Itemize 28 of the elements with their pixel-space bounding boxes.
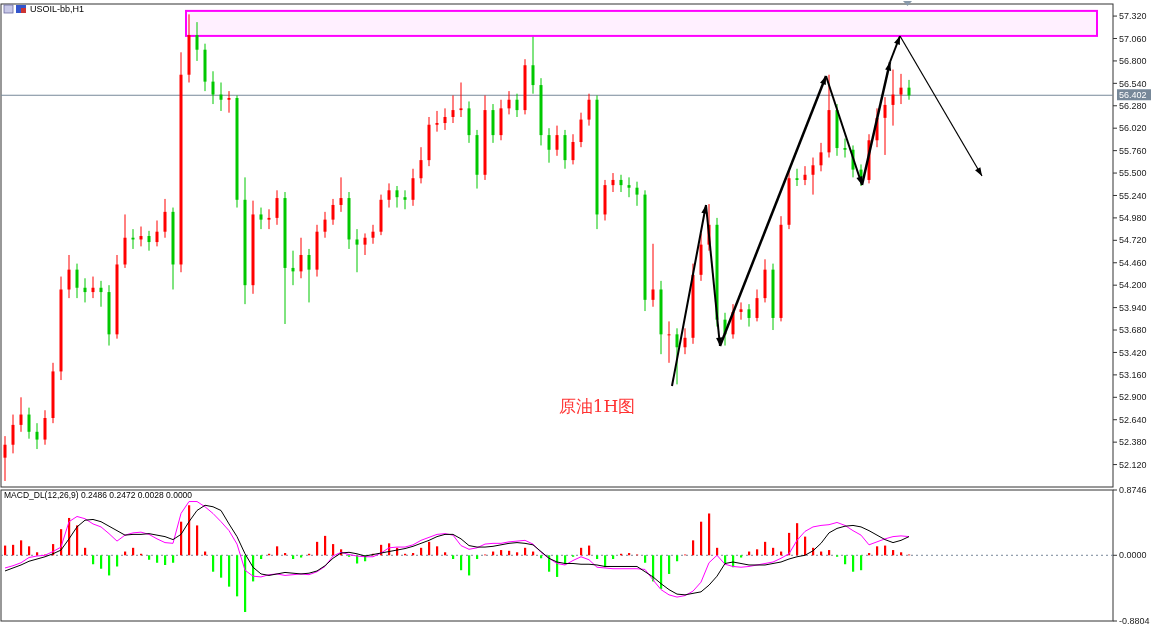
y-tick-label: 54.200 (1119, 280, 1147, 291)
y-tick-label: 55.760 (1119, 145, 1147, 156)
y-tick-label: -0.8804 (1119, 616, 1150, 627)
y-tick-label: 52.120 (1119, 459, 1147, 470)
chart-title: MACD_DL(12,26,9) 0.2486 0.2472 0.0028 0.0000 (4, 490, 193, 500)
y-tick-label: 0.0000 (1119, 550, 1147, 561)
y-tick-label: 52.900 (1119, 392, 1147, 403)
y-tick-label: 0.8746 (1119, 485, 1147, 496)
y-tick-label: 55.500 (1119, 168, 1147, 179)
y-tick-label: 52.380 (1119, 437, 1147, 448)
ref-line-label: 56.402 (1119, 90, 1147, 101)
y-tick-label: 53.160 (1119, 370, 1147, 381)
annotation: 原油1H图 (558, 396, 636, 417)
chart-title: USOIL-bb,H1 (30, 4, 85, 14)
y-tick-label: 53.420 (1119, 347, 1147, 358)
y-tick-label: 55.240 (1119, 190, 1147, 201)
y-tick-label: 57.320 (1119, 11, 1147, 22)
y-tick-label: 54.460 (1119, 257, 1147, 268)
y-tick-label: 53.940 (1119, 302, 1147, 313)
y-tick-label: 56.540 (1119, 78, 1147, 89)
y-tick-label: 56.800 (1119, 56, 1147, 67)
y-tick-label: 57.060 (1119, 33, 1147, 44)
y-tick-label: 54.720 (1119, 235, 1147, 246)
y-tick-label: 56.020 (1119, 123, 1147, 134)
y-tick-label: 53.680 (1119, 325, 1147, 336)
y-tick-label: 54.980 (1119, 213, 1147, 224)
y-tick-label: 52.640 (1119, 414, 1147, 425)
y-tick-label: 56.280 (1119, 100, 1147, 111)
